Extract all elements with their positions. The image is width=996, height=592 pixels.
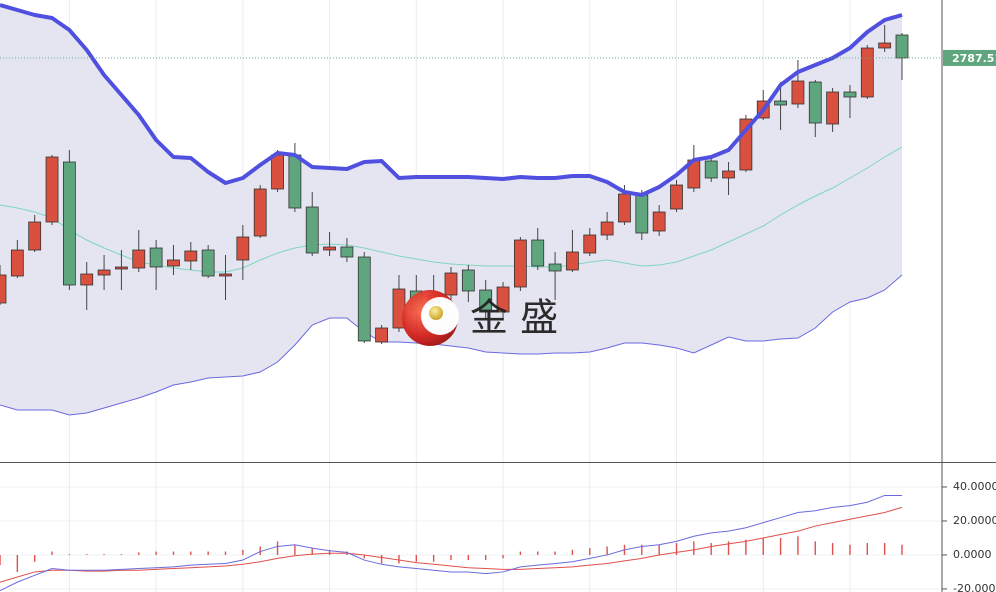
y-tick-label: 40.0000 [953,480,996,493]
candle-body [132,249,146,269]
candle-body [461,269,475,292]
candle-body [253,188,267,237]
candle-body [375,327,389,343]
candle-body [444,272,458,296]
candle-body [513,239,527,288]
candle-body [635,194,649,234]
candle-body [618,193,631,223]
candle-body [219,273,232,277]
candle-body [531,239,545,267]
candle-body [791,80,805,105]
candle-body [45,156,59,223]
candle-body [808,81,822,124]
candle-body [357,256,371,342]
candle-body [201,249,215,277]
candle-body [583,234,597,254]
candle-body [566,251,579,271]
candle-body [305,206,319,254]
candle-body [774,100,787,106]
candle-body [97,269,111,276]
y-tick-label: 20.0000 [953,514,996,527]
candle-body [167,259,180,267]
candle-body [271,154,284,190]
upper-band [0,3,903,197]
candle-body [704,160,718,179]
lower-band [0,274,903,416]
candle-body [10,249,24,277]
price-panel [0,3,942,416]
macd-panel [0,486,942,592]
candle-body [62,161,76,286]
candle-body [115,266,128,270]
dif-line [0,494,902,592]
dea-line [0,506,903,583]
candle-body [843,91,857,98]
candle-body [860,47,874,98]
candle-body [496,286,510,313]
candle-body [895,34,909,59]
logo-coin [429,306,443,320]
candle-body [236,236,250,261]
candle-body [0,274,7,304]
last-price-label: 2787.51 [952,52,996,65]
watermark-text: 金 盛 [470,296,558,340]
candle-body [340,246,354,258]
candle-body [149,247,163,268]
candle-body [80,273,94,286]
candle-body [826,91,840,125]
candle-body [670,184,683,210]
candle-body [184,250,198,262]
y-tick-label: 0.0000 [953,548,992,561]
candle-body [288,154,302,209]
candle-body [722,170,735,179]
candle-body [548,263,562,272]
candle-body [323,246,336,251]
y-tick-label: -20.0000 [953,582,996,592]
candle-body [28,221,42,251]
last-price-box [943,49,996,66]
axis: 2787.51 40.0000 20.0000 0.0000 -20.0000 [942,49,996,592]
candle-body [652,211,666,232]
candle-body [479,289,493,311]
watermark: 金 盛 [402,290,558,346]
candle-body [878,42,892,49]
band-fill [0,5,902,415]
candle-body [600,221,614,236]
